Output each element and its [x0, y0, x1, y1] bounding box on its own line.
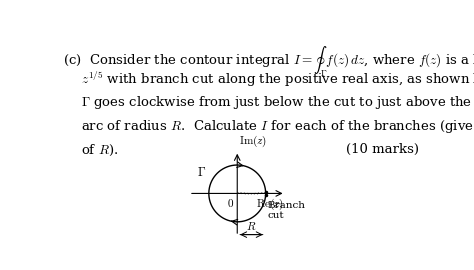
Text: (10 marks): (10 marks) — [346, 143, 419, 156]
Text: $0$: $0$ — [227, 197, 234, 209]
Text: $\mathrm{Im}(z)$: $\mathrm{Im}(z)$ — [239, 134, 267, 149]
Text: $\Gamma$ goes clockwise from just below the cut to just above the cut, along a c: $\Gamma$ goes clockwise from just below … — [82, 94, 474, 111]
Text: $z^{1/5}$ with branch cut along the positive real axis, as shown below.  The con: $z^{1/5}$ with branch cut along the posi… — [82, 70, 474, 89]
Text: $\mathrm{Re}(z)$: $\mathrm{Re}(z)$ — [256, 197, 284, 212]
Text: (c)  Consider the contour integral $I = \oint_{\Gamma} f(z)\, dz$, where $f(z)$ : (c) Consider the contour integral $I = \… — [63, 45, 474, 79]
Text: Branch
cut: Branch cut — [267, 201, 305, 220]
Text: arc of radius $R$.  Calculate $I$ for each of the branches (give your answer in : arc of radius $R$. Calculate $I$ for eac… — [82, 119, 474, 136]
Text: of $R$).: of $R$). — [82, 143, 118, 158]
Text: $\Gamma$: $\Gamma$ — [197, 166, 206, 179]
Text: $R$: $R$ — [246, 220, 256, 232]
